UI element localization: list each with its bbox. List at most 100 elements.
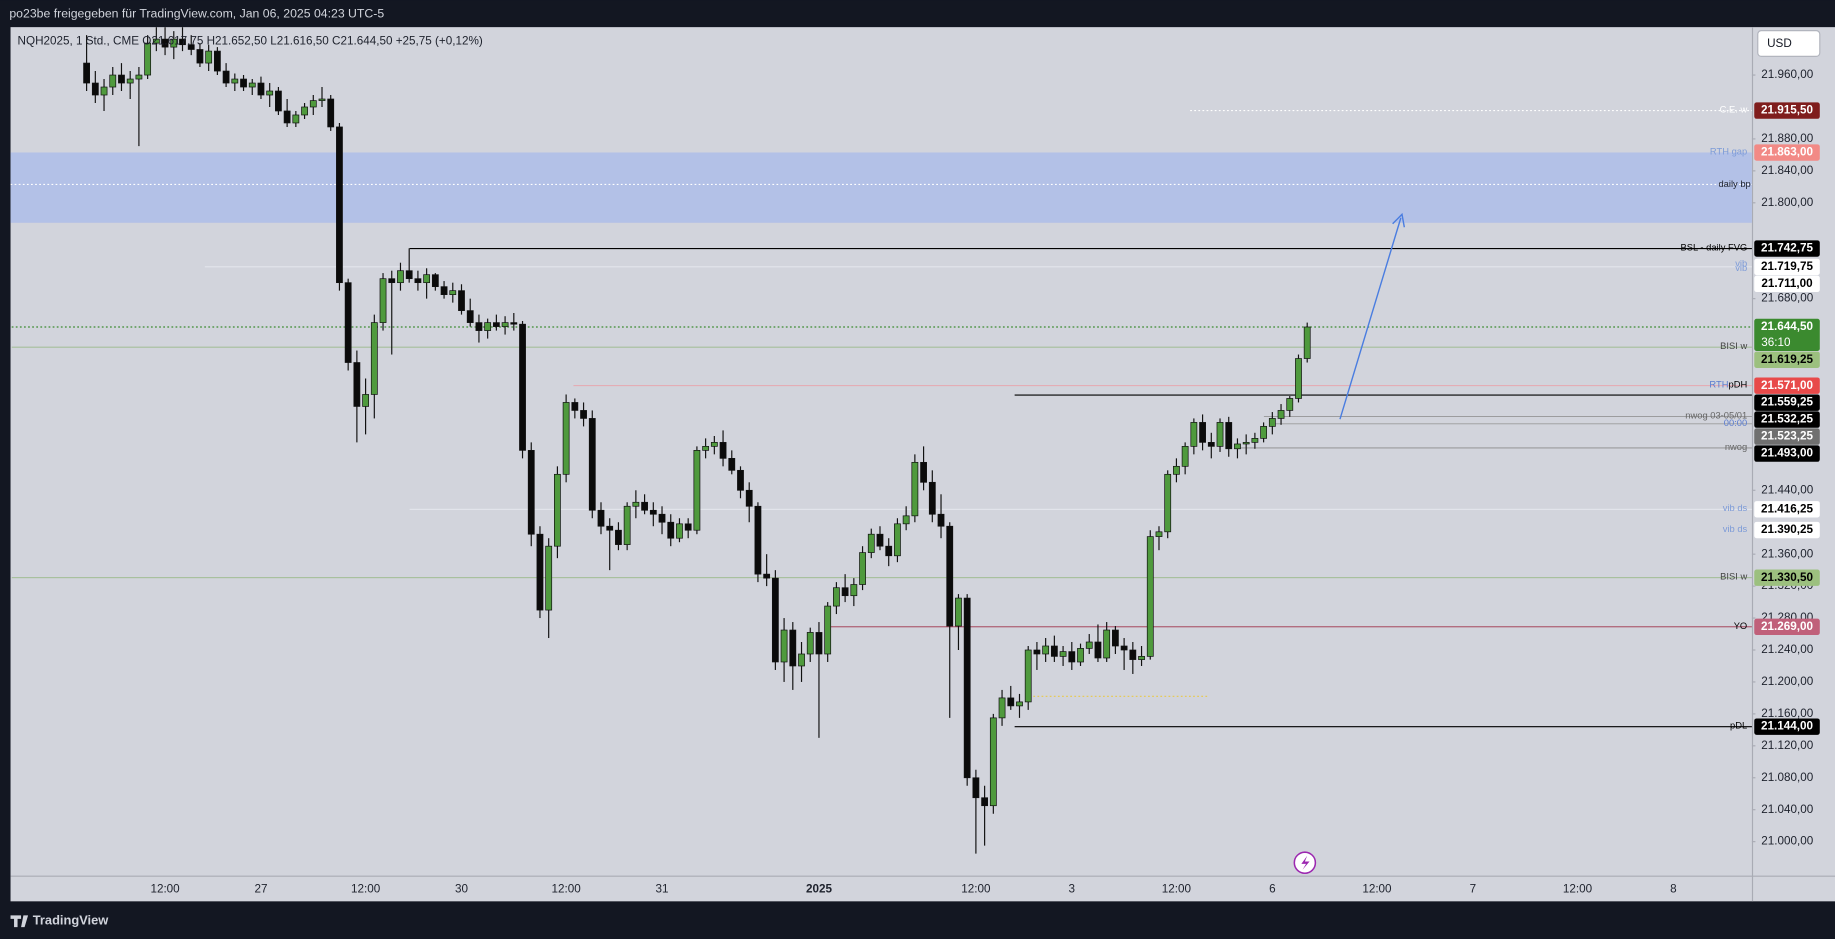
price-label-box	[1754, 240, 1820, 257]
y-tick-label: 21.040,00	[1761, 803, 1813, 816]
candle-body	[309, 100, 317, 108]
price-label-box	[1754, 569, 1820, 586]
candle-body	[318, 98, 326, 101]
level-note: vib ds	[1723, 504, 1748, 514]
price-label-box	[1754, 318, 1820, 351]
candle-body	[545, 545, 553, 611]
candle-body	[536, 533, 544, 611]
candle-body	[1303, 326, 1311, 359]
brand-logo	[10, 915, 29, 928]
price-label: 21.532,25	[1761, 413, 1813, 426]
level-note: RTHpDH	[1709, 380, 1747, 390]
candle-body	[353, 362, 361, 407]
level-note: vib	[1735, 259, 1747, 269]
price-label: 21.523,25	[1761, 430, 1813, 443]
candle-body	[867, 533, 875, 553]
candle-body	[833, 587, 840, 607]
zones	[10, 152, 1752, 697]
x-tick-label: 8	[1670, 883, 1677, 896]
candle-body	[562, 402, 570, 475]
candle-body	[789, 629, 797, 667]
x-tick-label: 7	[1470, 883, 1477, 896]
currency-button[interactable]	[1757, 30, 1821, 57]
candle-body	[1295, 358, 1302, 399]
candle-body	[118, 74, 125, 84]
candle-body	[135, 74, 143, 80]
candle-body	[527, 450, 535, 535]
candle-body	[1007, 697, 1015, 707]
y-tick-label: 21.200,00	[1761, 675, 1813, 688]
candle-body	[1216, 422, 1224, 447]
candle-body	[1129, 649, 1137, 660]
price-label-box	[1754, 258, 1820, 276]
price-label-box	[1754, 618, 1820, 636]
candle-body	[222, 70, 230, 84]
level-note-text: vib	[1735, 259, 1747, 269]
price-label-box	[1754, 275, 1820, 293]
candle-body	[170, 38, 178, 48]
candle-body	[1225, 422, 1233, 450]
candle-body	[989, 717, 997, 807]
candle-body	[379, 278, 387, 323]
candle-body	[458, 290, 465, 311]
candle-body	[196, 49, 204, 64]
candle-body	[937, 513, 945, 527]
candle-body	[824, 605, 832, 655]
price-label: 21.915,50	[1761, 104, 1813, 117]
candle-body	[702, 446, 710, 451]
candle-body	[1103, 629, 1111, 659]
price-label-box	[1754, 102, 1820, 119]
candle-body	[213, 50, 221, 72]
x-tick-label: 3	[1069, 883, 1076, 896]
price-label-box	[1754, 445, 1820, 462]
candle-body	[1024, 649, 1032, 703]
price-label-box	[1754, 377, 1820, 394]
price-label: 21.863,00	[1761, 146, 1813, 159]
candle-body	[301, 106, 308, 116]
candle-body	[1146, 536, 1154, 657]
level-note-text: nwog	[1725, 442, 1747, 452]
candle-body	[1016, 701, 1023, 707]
y-tick-label: 21.000,00	[1761, 835, 1813, 848]
candle-body	[466, 310, 474, 323]
x-tick-label: 30	[455, 883, 469, 896]
candle-body	[109, 74, 117, 88]
level-note-text: BISI w	[1720, 572, 1747, 582]
price-label: 21.330,50	[1761, 571, 1813, 584]
candle-body	[440, 286, 448, 295]
fvg-zone	[10, 152, 1752, 223]
candle-body	[745, 489, 753, 507]
candle-body	[1059, 651, 1067, 657]
currency-label: USD	[1767, 37, 1792, 50]
candle-body	[1094, 641, 1102, 659]
candle-body	[928, 481, 936, 515]
price-label: 21.416,25	[1761, 502, 1813, 515]
candle-body	[676, 523, 683, 539]
axes: 21.960,00 21.880,00 21.840,00 21.800,00 21.6…	[150, 68, 1820, 896]
candle-body	[1286, 398, 1294, 411]
candle-body	[902, 515, 910, 525]
price-label: 21.269,00	[1761, 620, 1813, 633]
candle-body	[1155, 531, 1163, 537]
level-note: vib	[1735, 264, 1747, 274]
candle-body	[1138, 656, 1145, 660]
x-tick-label: 12:00	[551, 883, 581, 896]
x-tick-label: 12:00	[961, 883, 991, 896]
brand-name: TradingView	[33, 913, 110, 928]
candle-body	[1277, 410, 1285, 419]
candle-body	[1068, 651, 1076, 663]
candle-body	[597, 509, 605, 527]
candle-body	[187, 44, 195, 50]
candle-body	[649, 509, 657, 515]
y-tick-label: 21.240,00	[1761, 643, 1813, 656]
level-note-text: vib ds	[1723, 524, 1748, 534]
candle-body	[492, 322, 500, 327]
candle-body	[1268, 418, 1276, 427]
candle-body	[240, 78, 247, 88]
level-note-text: BSL - daily FVG	[1680, 243, 1747, 253]
level-note-text: vib	[1735, 264, 1747, 274]
candle-body	[806, 632, 814, 655]
candle-body	[876, 533, 884, 547]
